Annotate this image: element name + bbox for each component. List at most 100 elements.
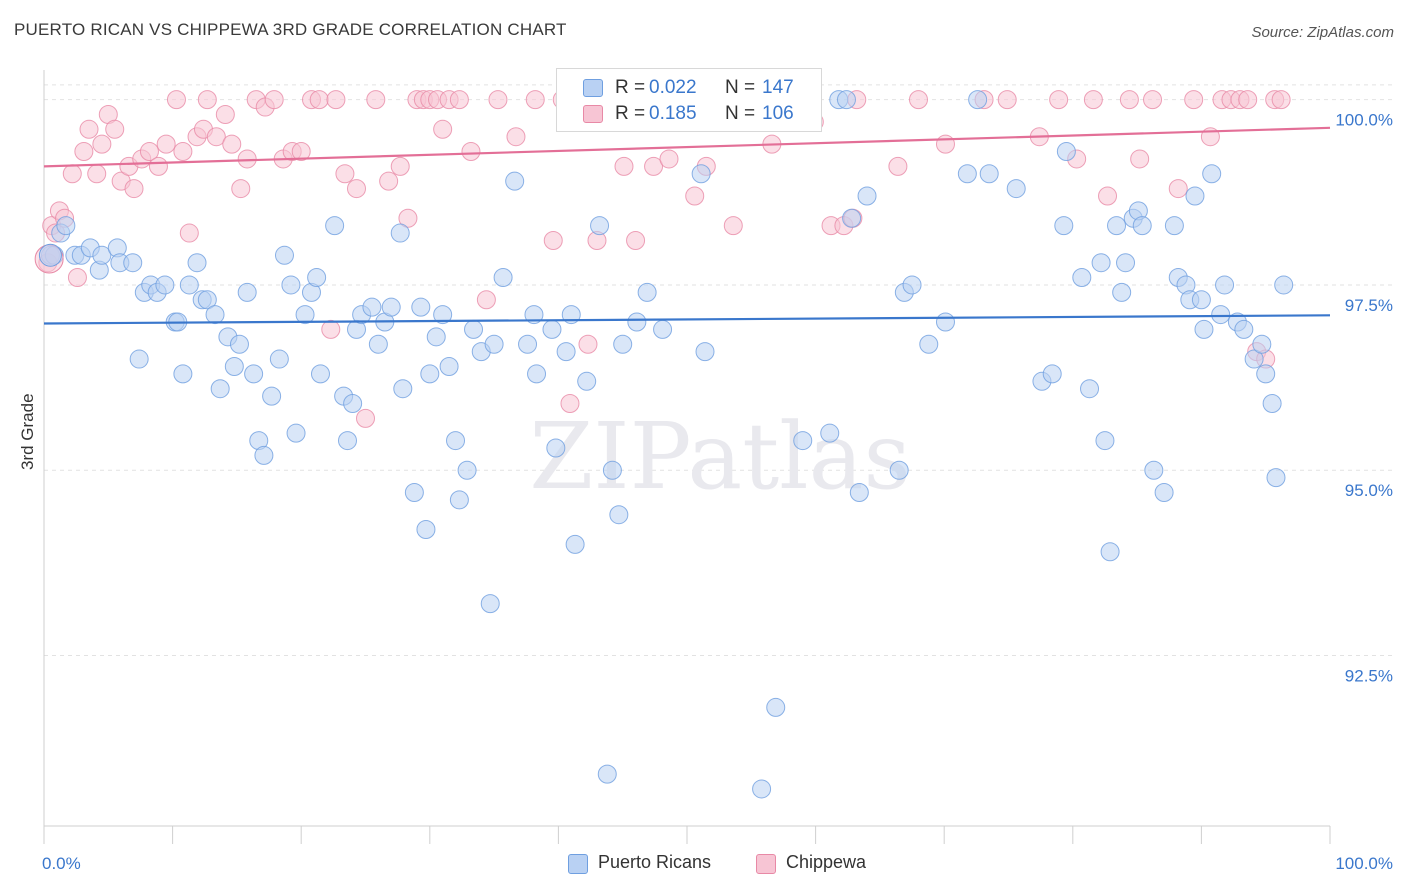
data-point <box>187 253 207 273</box>
data-point <box>695 342 715 362</box>
data-point <box>206 127 226 147</box>
data-point <box>366 90 386 110</box>
data-point <box>1056 142 1076 162</box>
data-point <box>335 164 355 184</box>
data-point <box>237 149 257 169</box>
data-point <box>935 134 955 154</box>
data-point <box>398 208 418 228</box>
data-point <box>1234 319 1254 339</box>
data-point <box>210 379 230 399</box>
data-point <box>546 438 566 458</box>
data-point <box>197 290 217 310</box>
data-point <box>1130 149 1150 169</box>
data-point <box>123 253 143 273</box>
legend-r-label: R = <box>615 103 646 124</box>
data-point <box>264 90 284 110</box>
data-point <box>173 364 193 384</box>
data-point <box>92 245 112 265</box>
legend-swatch-puerto-ricans <box>583 79 603 97</box>
data-point <box>506 127 526 147</box>
data-point <box>404 482 424 502</box>
data-point <box>274 245 294 265</box>
data-point <box>1042 364 1062 384</box>
data-point <box>766 697 786 717</box>
legend-n-value: 106 <box>762 103 794 124</box>
data-point <box>935 312 955 332</box>
data-point <box>446 431 466 451</box>
data-point <box>229 334 249 354</box>
data-point <box>457 460 477 480</box>
data-point <box>1144 460 1164 480</box>
data-point <box>476 290 496 310</box>
data-point <box>155 275 175 295</box>
data-point <box>286 423 306 443</box>
legend-r-value: 0.185 <box>649 103 697 124</box>
y-axis-label: 3rd Grade <box>18 393 37 470</box>
y-tick-label: 92.5% <box>1345 667 1393 686</box>
data-point <box>1091 253 1111 273</box>
data-point <box>381 297 401 317</box>
data-point <box>416 520 436 540</box>
data-point <box>1274 275 1294 295</box>
data-point <box>326 90 346 110</box>
data-point <box>609 505 629 525</box>
stats-legend: R = 0.022 N = 147 R = 0.185 N = 106 <box>556 68 822 132</box>
legend-r-value: 0.022 <box>649 77 697 98</box>
data-point <box>997 90 1017 110</box>
data-point <box>222 134 242 154</box>
data-point <box>1244 349 1264 369</box>
data-point <box>1168 179 1188 199</box>
data-point <box>1238 90 1258 110</box>
data-point <box>888 156 908 176</box>
axes <box>43 70 1331 844</box>
data-point <box>1116 253 1136 273</box>
data-point <box>156 134 176 154</box>
data-point <box>67 268 87 288</box>
data-point <box>626 230 646 250</box>
data-point <box>793 431 813 451</box>
data-point <box>919 334 939 354</box>
data-point <box>295 305 315 325</box>
data-point <box>565 534 585 554</box>
data-point <box>957 164 977 184</box>
legend-n-label: N = <box>725 77 756 98</box>
bottom-legend-label: Chippewa <box>786 852 867 872</box>
data-point <box>542 319 562 339</box>
data-point <box>244 364 264 384</box>
y-tick-label: 97.5% <box>1345 296 1393 315</box>
data-point <box>439 356 459 376</box>
data-point <box>1191 290 1211 310</box>
data-point <box>842 208 862 228</box>
data-point <box>527 364 547 384</box>
data-point <box>723 216 743 236</box>
data-point <box>1164 216 1184 236</box>
data-point <box>433 305 453 325</box>
trend-line-chippewa <box>43 126 1331 168</box>
watermark: ZIPatlas <box>529 403 910 510</box>
data-point <box>644 156 664 176</box>
data-point <box>1184 90 1204 110</box>
data-point <box>543 230 563 250</box>
data-point <box>908 90 928 110</box>
data-point <box>1211 305 1231 325</box>
series-puerto-ricans <box>40 90 1294 799</box>
data-point <box>79 119 99 139</box>
data-point <box>597 764 617 784</box>
y-tick-labels: 92.5% 95.0% 97.5% 100.0% <box>1335 111 1393 686</box>
data-point <box>1006 179 1026 199</box>
data-point <box>325 216 345 236</box>
data-point <box>1112 282 1132 302</box>
data-point <box>902 275 922 295</box>
data-point <box>139 142 159 162</box>
data-point <box>269 349 289 369</box>
data-point <box>231 179 251 199</box>
data-point <box>237 282 257 302</box>
data-point <box>461 142 481 162</box>
data-point <box>56 216 76 236</box>
x-tick-label: 100.0% <box>1335 854 1393 873</box>
data-point <box>1215 275 1235 295</box>
data-point <box>1098 186 1118 206</box>
data-point <box>464 319 484 339</box>
data-point <box>1185 186 1205 206</box>
